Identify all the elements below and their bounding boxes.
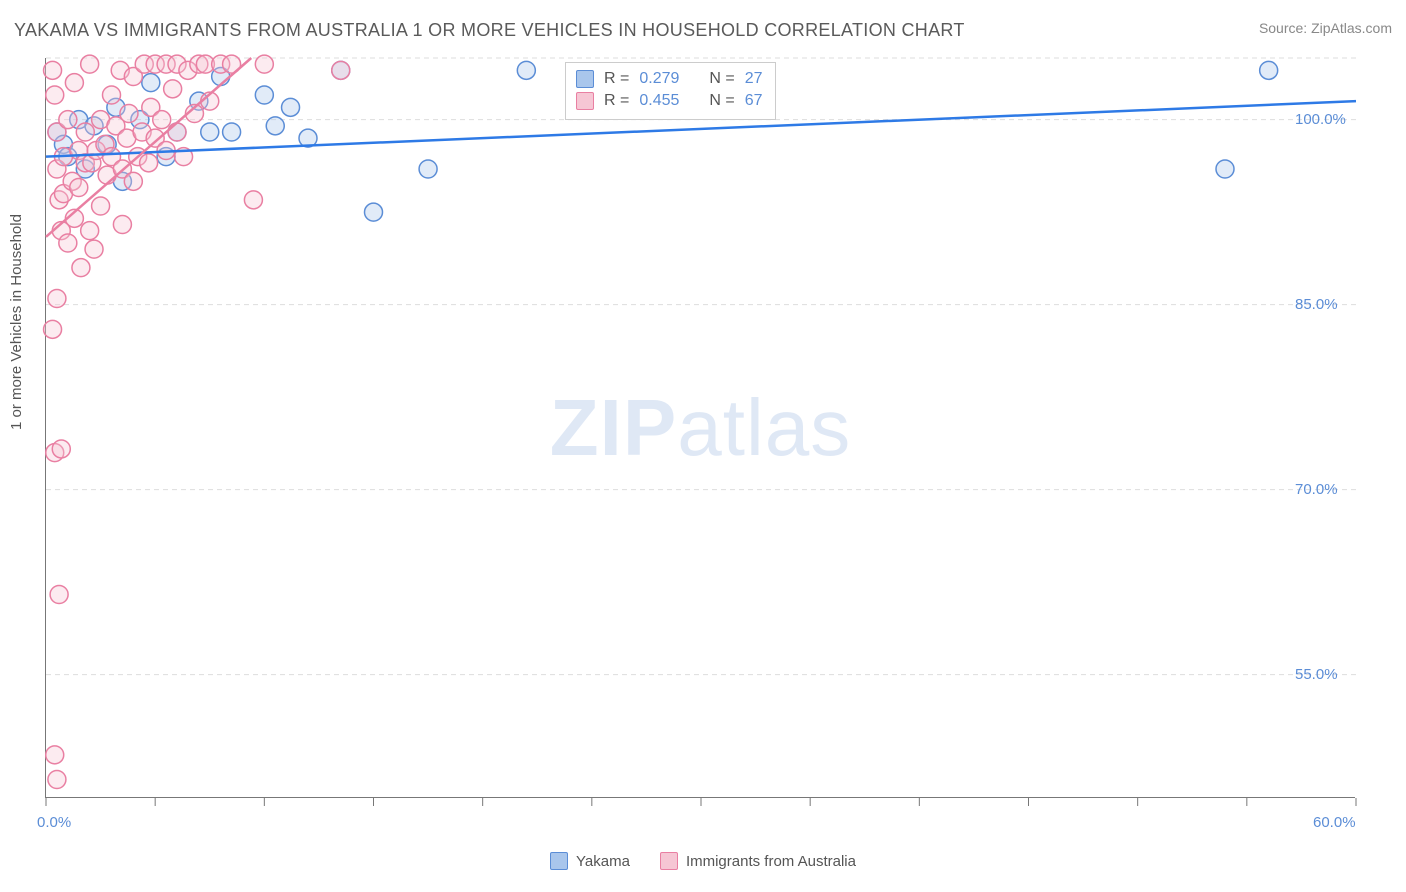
- aus-swatch-icon: [576, 92, 594, 110]
- r-label: R =: [604, 68, 629, 90]
- n-value: 67: [745, 90, 763, 112]
- x-tick-label: 60.0%: [1313, 814, 1356, 831]
- y-tick-label: 100.0%: [1295, 111, 1346, 128]
- yakama-swatch-icon: [550, 852, 568, 870]
- plot-area: ZIPatlas: [45, 58, 1355, 798]
- bottom-legend: Yakama Immigrants from Australia: [0, 852, 1406, 870]
- stats-row-aus: R = 0.455 N = 67: [576, 90, 763, 112]
- legend-label: Yakama: [576, 853, 630, 870]
- legend-label: Immigrants from Australia: [686, 853, 856, 870]
- y-tick-label: 70.0%: [1295, 481, 1338, 498]
- n-label: N =: [709, 68, 734, 90]
- stats-legend-box: R = 0.279 N = 27 R = 0.455 N = 67: [565, 62, 776, 120]
- yakama-swatch-icon: [576, 70, 594, 88]
- x-tick-label: 0.0%: [37, 814, 71, 831]
- legend-item-aus: Immigrants from Australia: [660, 852, 856, 870]
- y-axis-label: 1 or more Vehicles in Household: [8, 214, 25, 430]
- r-value: 0.279: [639, 68, 679, 90]
- n-value: 27: [745, 68, 763, 90]
- stats-row-yakama: R = 0.279 N = 27: [576, 68, 763, 90]
- legend-item-yakama: Yakama: [550, 852, 630, 870]
- plot-svg: [46, 58, 1356, 798]
- r-value: 0.455: [639, 90, 679, 112]
- chart-title: YAKAMA VS IMMIGRANTS FROM AUSTRALIA 1 OR…: [14, 20, 965, 41]
- r-label: R =: [604, 90, 629, 112]
- y-tick-label: 55.0%: [1295, 666, 1338, 683]
- n-label: N =: [709, 90, 734, 112]
- chart-root: YAKAMA VS IMMIGRANTS FROM AUSTRALIA 1 OR…: [0, 0, 1406, 892]
- y-tick-label: 85.0%: [1295, 296, 1338, 313]
- source-label: Source: ZipAtlas.com: [1259, 20, 1392, 36]
- aus-swatch-icon: [660, 852, 678, 870]
